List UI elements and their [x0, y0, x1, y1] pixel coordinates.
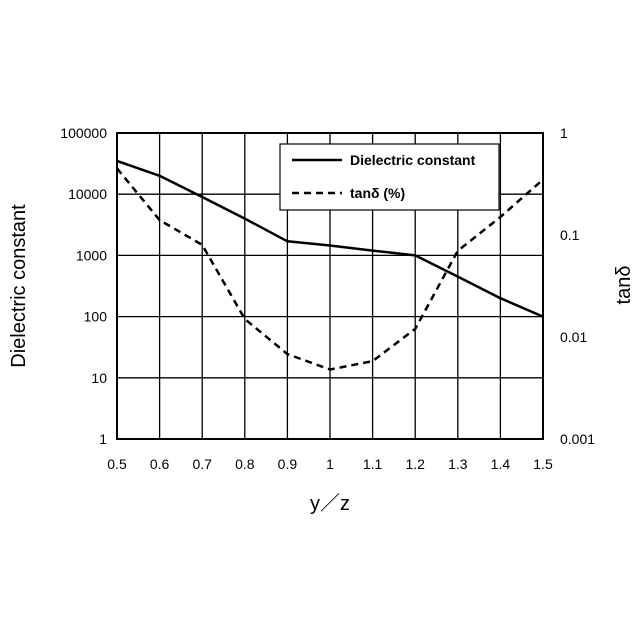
x-tick-label: 1.3 — [448, 456, 468, 472]
y2-tick-label: 0.1 — [560, 227, 580, 243]
x-tick-label: 0.8 — [235, 456, 255, 472]
x-tick-label: 1.1 — [363, 456, 383, 472]
legend: Dielectric constant tanδ (%) — [280, 144, 499, 210]
x-tick-label: 0.6 — [150, 456, 170, 472]
y-tick-label: 1000 — [76, 247, 107, 263]
y-tick-label: 100 — [84, 309, 108, 325]
x-axis-title: y／z — [310, 493, 350, 515]
x-tick-label: 1.4 — [491, 456, 511, 472]
x-tick-label: 1.5 — [533, 456, 553, 472]
y2-tick-label: 0.01 — [560, 329, 587, 345]
x-tick-label: 0.5 — [107, 456, 127, 472]
y-axis-title: Dielectric constant — [8, 204, 30, 368]
y2-tick-label: 0.001 — [560, 431, 595, 447]
y-tick-label: 10000 — [68, 186, 107, 202]
x-tick-labels: 0.5 0.6 0.7 0.8 0.9 1 1.1 1.2 1.3 1.4 1.5 — [107, 456, 553, 472]
x-tick-label: 1 — [326, 456, 334, 472]
y-tick-label: 1 — [99, 431, 107, 447]
y-tick-label: 100000 — [60, 125, 107, 141]
x-tick-label: 0.7 — [192, 456, 212, 472]
y2-tick-labels: 0.001 0.01 0.1 1 — [560, 125, 595, 447]
legend-label-tan-delta: tanδ (%) — [350, 185, 405, 201]
y2-axis-title: tanδ — [613, 266, 635, 305]
y-tick-label: 10 — [91, 370, 107, 386]
x-tick-label: 1.2 — [405, 456, 425, 472]
legend-label-dielectric-constant: Dielectric constant — [350, 152, 476, 168]
x-tick-label: 0.9 — [278, 456, 298, 472]
y2-tick-label: 1 — [560, 125, 568, 141]
y-tick-labels: 1 10 100 1000 10000 100000 — [60, 125, 107, 447]
